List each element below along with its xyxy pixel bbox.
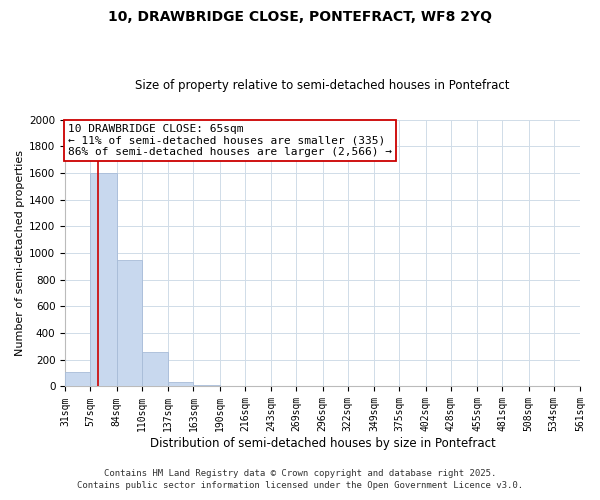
Bar (142, 352, 168, 386)
Text: 10, DRAWBRIDGE CLOSE, PONTEFRACT, WF8 2YQ: 10, DRAWBRIDGE CLOSE, PONTEFRACT, WF8 2Y… (108, 10, 492, 24)
Y-axis label: Number of semi-detached properties: Number of semi-detached properties (15, 150, 25, 356)
Bar (116, 260, 142, 386)
Bar (65, 372, 91, 386)
Text: 10 DRAWBRIDGE CLOSE: 65sqm
← 11% of semi-detached houses are smaller (335)
86% o: 10 DRAWBRIDGE CLOSE: 65sqm ← 11% of semi… (68, 124, 392, 157)
X-axis label: Distribution of semi-detached houses by size in Pontefract: Distribution of semi-detached houses by … (149, 437, 496, 450)
Bar (91, 173, 116, 386)
Title: Size of property relative to semi-detached houses in Pontefract: Size of property relative to semi-detach… (136, 79, 510, 92)
Bar (193, 385, 220, 386)
Bar (168, 382, 193, 386)
Text: Contains HM Land Registry data © Crown copyright and database right 2025.
Contai: Contains HM Land Registry data © Crown c… (77, 469, 523, 490)
